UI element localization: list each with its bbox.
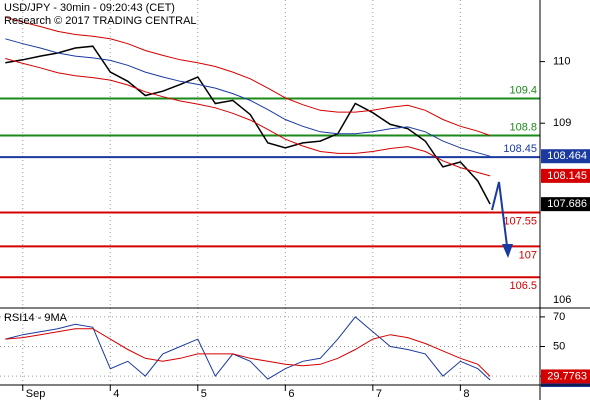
y-tick-label: 106 [553, 294, 571, 306]
y-tick-label: 109 [553, 117, 571, 129]
rsi-tick-label: 50 [553, 340, 565, 352]
x-tick-label: 6 [288, 388, 294, 400]
rsi-panel: 27.366229.7763 [5, 316, 590, 388]
x-tick-label: 8 [463, 388, 469, 400]
level-label: 109.4 [509, 84, 537, 96]
level-label: 108.45 [503, 143, 537, 155]
rsi-tick-label: 70 [553, 311, 565, 323]
value-box-label: 108.145 [547, 170, 587, 182]
series-line [5, 38, 491, 157]
level-label: 107 [519, 249, 537, 261]
series-line [5, 328, 491, 377]
x-tick-label: 4 [113, 388, 119, 400]
indicator-title: RSI14 - 9MA [4, 312, 68, 324]
level-label: 106.5 [509, 280, 537, 292]
arrow-line [491, 181, 508, 247]
y-tick-label: 110 [553, 56, 571, 68]
series-line [5, 316, 491, 381]
value-box-label: 107.686 [547, 198, 587, 210]
chart-title: USD/JPY - 30min - 09:20:43 (CET) [4, 2, 175, 14]
value-box [541, 149, 590, 164]
main-panel: 109.4 108.8 108.45 107.55 107 106.5 107.686 108… [0, 16, 590, 292]
level-label: 108.8 [509, 121, 537, 133]
x-tick-label: 7 [376, 388, 382, 400]
value-box [541, 168, 590, 183]
forecast-arrow [491, 181, 513, 258]
chart-subtitle: Research © 2017 TRADING CENTRAL [4, 15, 197, 27]
x-tick-label: Sep [26, 388, 46, 400]
value-box-label: 108.464 [547, 150, 587, 162]
level-label: 107.55 [503, 215, 537, 227]
value-box [541, 197, 590, 212]
series-line [5, 58, 491, 177]
value-box [541, 369, 590, 384]
series-line [5, 16, 491, 136]
series-line [5, 45, 491, 205]
x-tick-label: 5 [201, 388, 207, 400]
value-box-label: 29.7763 [547, 370, 587, 382]
arrow-head [502, 244, 513, 258]
